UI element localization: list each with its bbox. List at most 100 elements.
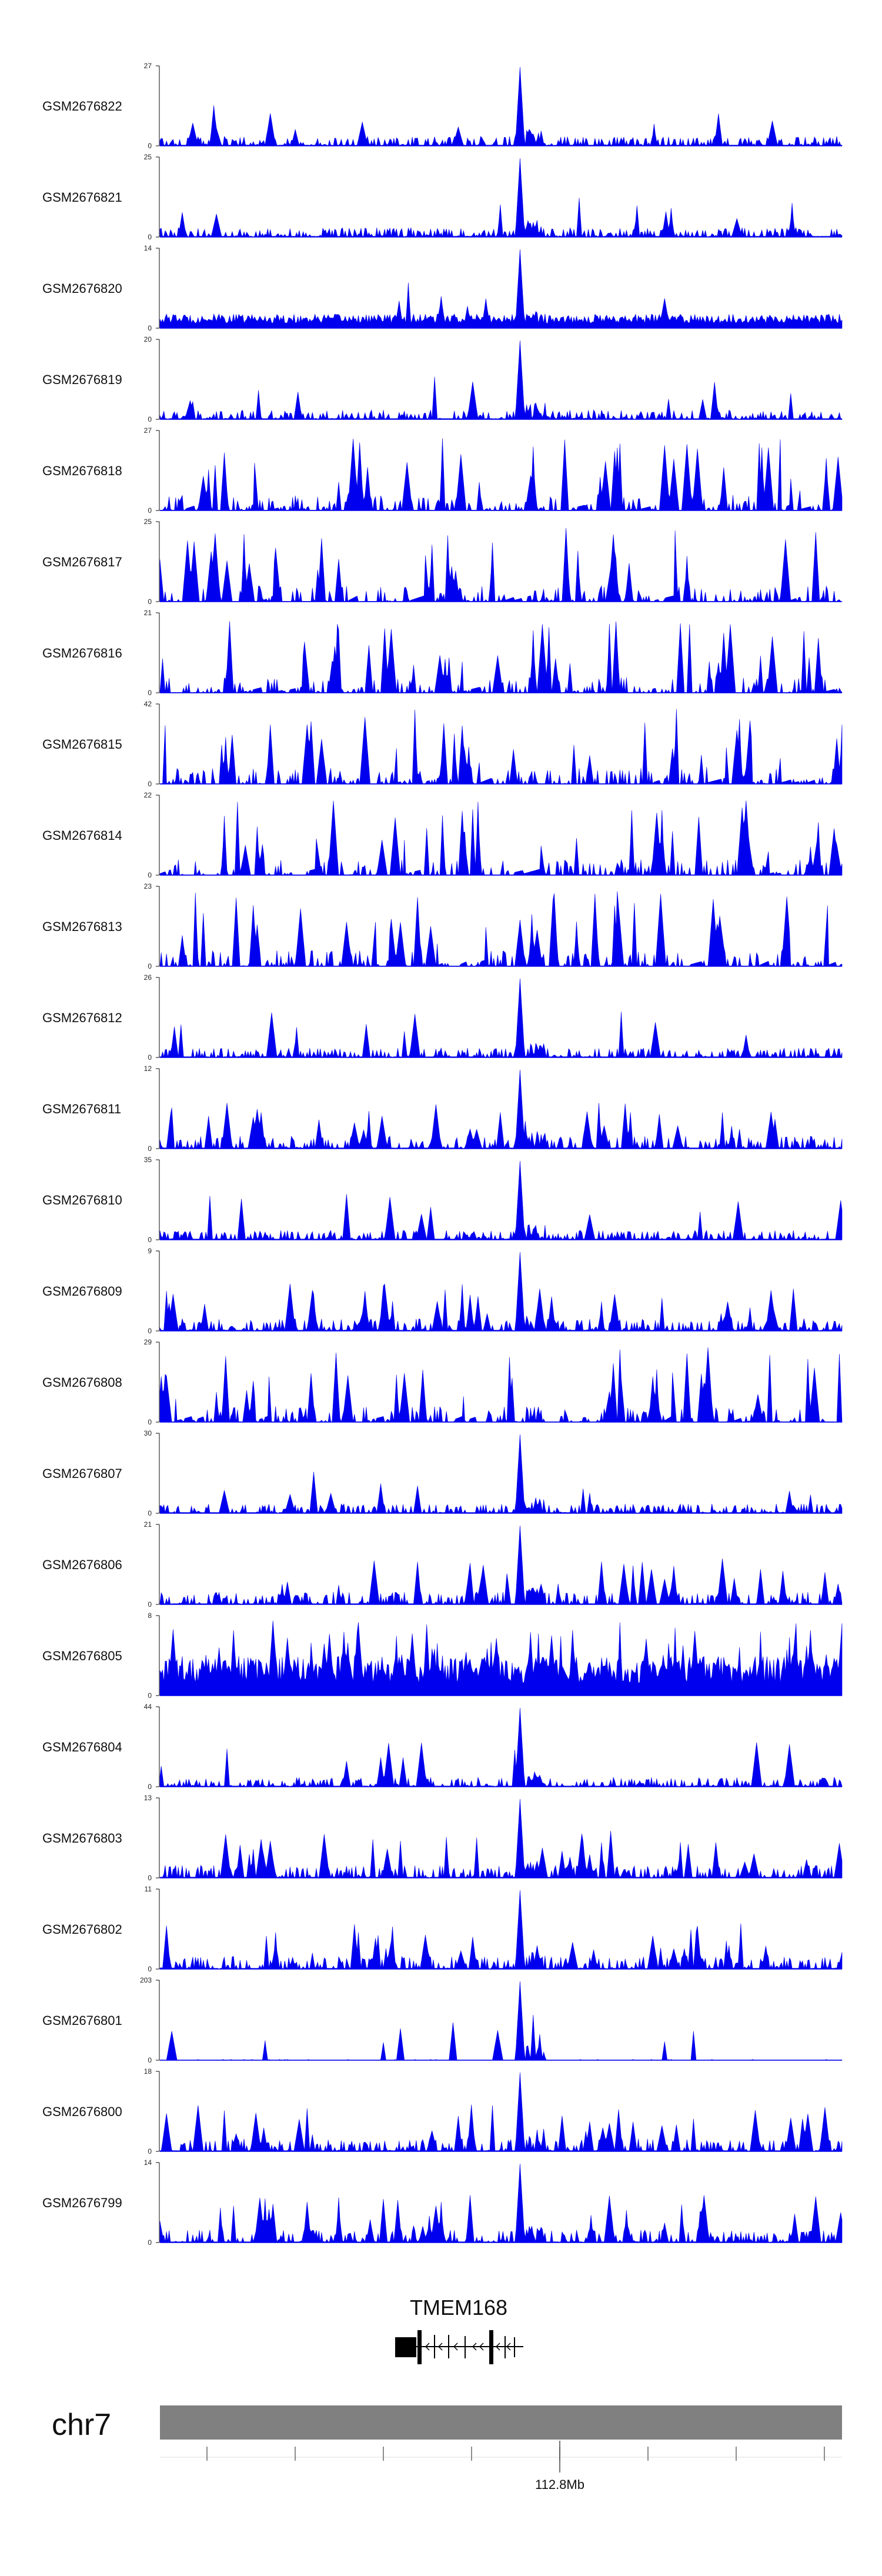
- track-label: GSM2676812: [42, 1010, 122, 1025]
- y-max-label: 13: [144, 1794, 152, 1802]
- y-max-label: 29: [144, 1338, 152, 1346]
- y-max-label: 26: [144, 973, 152, 982]
- gene-label: TMEM168: [410, 2295, 507, 2320]
- y-min-label: 0: [148, 2238, 152, 2247]
- y-min-label: 0: [148, 962, 152, 970]
- track-label: GSM2676816: [42, 646, 122, 660]
- y-max-label: 44: [144, 1703, 152, 1711]
- y-max-label: 23: [144, 882, 152, 890]
- track-GSM2676805: GSM2676805 8 0: [42, 1611, 843, 1700]
- track-GSM2676801: GSM2676801 203 0: [42, 1976, 843, 2064]
- track-GSM2676799: GSM2676799 14 0: [42, 2158, 843, 2247]
- track-label: GSM2676806: [42, 1557, 122, 1572]
- coverage-area: [159, 1620, 843, 1696]
- y-max-label: 14: [144, 2158, 152, 2167]
- track-GSM2676819: GSM2676819 20 0: [42, 335, 843, 423]
- track-GSM2676820: GSM2676820 14 0: [42, 244, 843, 332]
- y-min-label: 0: [148, 1874, 152, 1882]
- track-label: GSM2676821: [42, 190, 122, 205]
- coverage-area: [159, 249, 843, 329]
- y-min-label: 0: [148, 1691, 152, 1700]
- coverage-area: [159, 1981, 843, 2061]
- y-min-label: 0: [148, 506, 152, 515]
- track-label: GSM2676804: [42, 1740, 122, 1754]
- y-min-label: 0: [148, 689, 152, 697]
- coverage-area: [159, 1252, 843, 1332]
- chromosome-ideogram: [160, 2405, 842, 2440]
- y-min-label: 0: [148, 1783, 152, 1791]
- track-GSM2676816: GSM2676816 21 0: [42, 609, 843, 697]
- track-GSM2676821: GSM2676821 25 0: [42, 153, 843, 241]
- track-GSM2676806: GSM2676806 21 0: [42, 1520, 843, 1609]
- track-GSM2676815: GSM2676815 42 0: [42, 700, 843, 788]
- y-max-label: 25: [144, 153, 152, 161]
- y-min-label: 0: [148, 1144, 152, 1153]
- y-max-label: 203: [140, 1976, 152, 1984]
- track-label: GSM2676809: [42, 1284, 122, 1299]
- y-min-label: 0: [148, 415, 152, 423]
- track-label: GSM2676811: [42, 1102, 121, 1116]
- y-min-label: 0: [148, 780, 152, 788]
- coverage-area: [159, 66, 843, 146]
- coverage-area: [159, 1347, 843, 1423]
- coverage-tracks: GSM2676822270GSM2676821250GSM2676820140G…: [42, 62, 843, 2247]
- track-GSM2676804: GSM2676804 44 0: [42, 1703, 843, 1791]
- track-GSM2676813: GSM2676813 23 0: [42, 882, 843, 970]
- track-GSM2676808: GSM2676808 29 0: [42, 1338, 843, 1426]
- track-label: GSM2676813: [42, 919, 122, 934]
- track-GSM2676802: GSM2676802 11 0: [42, 1885, 843, 1973]
- coverage-area: [159, 2163, 843, 2243]
- y-min-label: 0: [148, 1236, 152, 1244]
- track-label: GSM2676810: [42, 1193, 122, 1207]
- coverage-area: [159, 621, 843, 693]
- y-max-label: 42: [144, 700, 152, 708]
- coverage-area: [159, 340, 843, 420]
- track-label: GSM2676800: [42, 2104, 122, 2119]
- track-GSM2676800: GSM2676800 18 0: [42, 2067, 843, 2155]
- coverage-area: [159, 438, 843, 511]
- y-max-label: 21: [144, 609, 152, 617]
- y-max-label: 27: [144, 426, 152, 435]
- track-label: GSM2676799: [42, 2195, 122, 2210]
- coverage-area: [159, 158, 843, 238]
- coverage-area: [159, 528, 843, 602]
- y-max-label: 9: [148, 1247, 152, 1255]
- track-label: GSM2676817: [42, 555, 122, 569]
- track-label: GSM2676820: [42, 281, 122, 296]
- coverage-area: [159, 1890, 843, 1970]
- track-label: GSM2676815: [42, 737, 122, 752]
- track-GSM2676809: GSM2676809 9 0: [42, 1247, 843, 1335]
- y-min-label: 0: [148, 1509, 152, 1517]
- coverage-area: [159, 1434, 843, 1514]
- track-label: GSM2676803: [42, 1831, 122, 1846]
- y-max-label: 35: [144, 1156, 152, 1164]
- gene-model: [395, 2330, 523, 2364]
- track-label: GSM2676822: [42, 99, 122, 114]
- track-GSM2676803: GSM2676803 13 0: [42, 1794, 843, 1882]
- coverage-area: [159, 709, 843, 785]
- coverage-area: [159, 891, 843, 967]
- y-min-label: 0: [148, 1965, 152, 1973]
- coverage-area: [159, 2072, 843, 2152]
- y-min-label: 0: [148, 871, 152, 879]
- y-min-label: 0: [148, 2147, 152, 2155]
- coverage-area: [159, 978, 843, 1058]
- track-GSM2676817: GSM2676817 25 0: [42, 518, 843, 606]
- y-min-label: 0: [148, 1327, 152, 1335]
- track-label: GSM2676802: [42, 1922, 122, 1937]
- y-max-label: 21: [144, 1520, 152, 1529]
- y-max-label: 22: [144, 791, 152, 799]
- y-max-label: 12: [144, 1065, 152, 1073]
- coverage-area: [159, 800, 843, 876]
- track-GSM2676814: GSM2676814 22 0: [42, 791, 843, 879]
- y-min-label: 0: [148, 1418, 152, 1426]
- y-min-label: 0: [148, 233, 152, 241]
- y-min-label: 0: [148, 2056, 152, 2064]
- y-min-label: 0: [148, 1600, 152, 1609]
- coverage-area: [159, 1798, 843, 1878]
- chromosome-track: chr7 112.8Mb: [52, 2405, 842, 2492]
- track-label: GSM2676818: [42, 463, 122, 478]
- track-GSM2676818: GSM2676818 27 0: [42, 426, 843, 515]
- genome-axis: 112.8Mb: [160, 2441, 842, 2492]
